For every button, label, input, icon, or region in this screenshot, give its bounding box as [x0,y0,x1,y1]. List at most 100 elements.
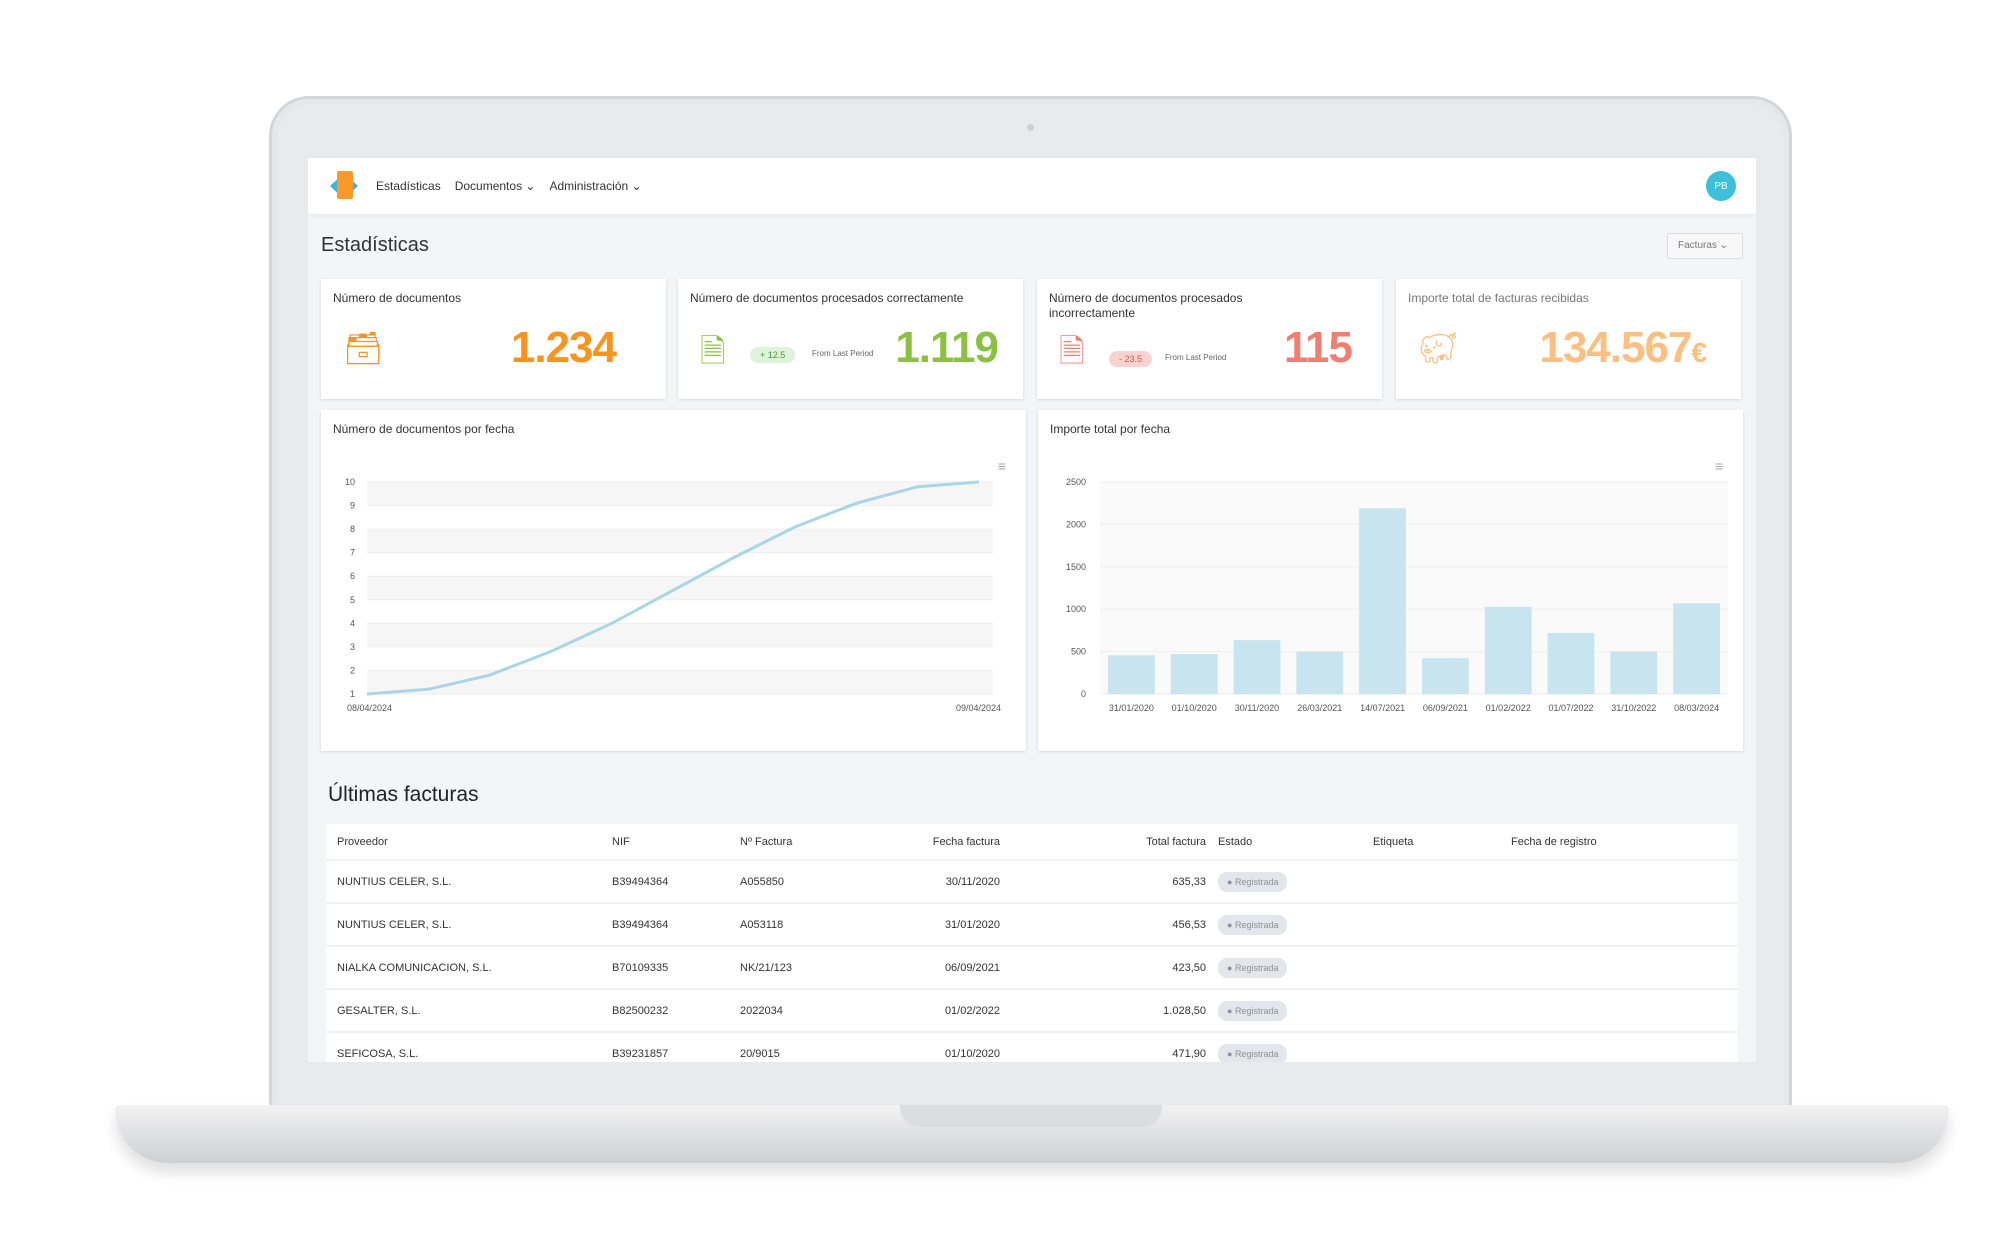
kpi-label: Importe total de facturas recibidas [1408,291,1589,305]
y-tick-label: 10 [345,477,355,487]
table-cell: 06/09/2021 [944,961,1000,974]
app-logo[interactable] [328,169,360,203]
col-header[interactable]: NIF [612,835,630,848]
status-badge: ● Registrada [1218,957,1288,978]
kpi-value: 134.567 [1539,323,1692,372]
status-badge: ● Registrada [1218,1043,1288,1062]
navbar: Estadísticas Documentos ⌄ Administración… [308,158,1756,214]
bar [1170,654,1218,694]
col-header[interactable]: Etiqueta [1373,835,1414,848]
bar [1673,603,1720,694]
invoices-table: Proveedor NIF Nº Factura Fecha factura T… [326,824,1738,1062]
camera [1027,124,1034,131]
nav-administracion[interactable]: Administración ⌄ [549,179,642,193]
table-cell: NIALKA COMUNICACION, S.L. [337,961,492,974]
document-type-select[interactable]: Facturas ⌄ [1667,233,1743,259]
table-row[interactable]: NUNTIUS CELER, S.L. B39494364 A055850 30/11… [326,861,1738,904]
status-dot-icon: ● [1227,1048,1235,1059]
col-header[interactable]: Estado [1218,835,1253,848]
delta-caption: From Last Period [812,349,874,358]
col-header[interactable]: Proveedor [337,835,388,848]
kpi-value: 115 [1284,323,1353,372]
table-cell: A055850 [740,875,785,888]
kpi-processed-error: Número de documentos procesados incorrec… [1037,279,1382,399]
table-cell: 635,33 [1172,875,1206,888]
y-tick-label: 2000 [1066,519,1086,529]
kpi-processed-ok: Número de documentos procesados correcta… [678,279,1023,399]
table-cell: 423,50 [1172,961,1206,974]
y-tick-label: 1000 [1066,604,1086,614]
table-cell: 1.028,50 [1163,1004,1206,1017]
table-row[interactable]: GESALTER, S.L. B82500232 2022034 01/02/2022… [326,990,1738,1033]
table-cell: 31/01/2020 [944,918,1000,931]
col-header[interactable]: Nº Factura [740,835,793,848]
laptop-notch [900,1105,1162,1127]
grid-band [367,623,993,647]
status-cell: ● Registrada [1218,1043,1373,1062]
nav-documentos[interactable]: Documentos ⌄ [454,179,536,193]
grid-band [367,670,993,694]
bar [1233,640,1281,694]
y-tick-label: 8 [350,524,355,534]
status-dot-icon: ● [1227,919,1235,930]
y-tick-label: 3 [350,642,355,652]
x-tick-label: 01/07/2022 [1548,703,1593,713]
bar [1359,508,1406,694]
table-row[interactable]: SEFICOSA, S.L. B39231857 20/9015 01/10/2020… [326,1033,1738,1062]
nav-estadisticas[interactable]: Estadísticas [376,179,441,193]
table-cell: 2022034 [740,1004,783,1017]
kpi-label: Número de documentos [333,291,462,305]
table-cell: 01/10/2020 [944,1047,1000,1060]
x-tick-label: 14/07/2021 [1360,703,1405,713]
bar [1484,606,1532,694]
x-tick-label: 09/04/2024 [956,703,1001,713]
chart-menu-icon[interactable]: ≡ [997,458,1006,474]
delta-caption: From Last Period [1165,353,1227,362]
status-label: Registrada [1234,919,1279,930]
table-header: Proveedor NIF Nº Factura Fecha factura T… [326,824,1738,861]
col-header[interactable]: Total factura [1146,835,1206,848]
x-tick-label: 01/10/2020 [1172,703,1217,713]
bar-chart: 0 500 1000 1500 2000 2500 31/01/2020 01/10/2020… [1066,477,1728,713]
bar [1547,632,1595,694]
col-header[interactable]: Fecha de registro [1511,835,1597,848]
kpi-label: Número de documentos procesados correcta… [690,291,964,305]
delta-badge: - 23.5 [1109,351,1153,367]
bar [1108,655,1155,694]
currency-symbol: € [1691,337,1707,368]
table-cell: B70109335 [612,961,669,974]
status-label: Registrada [1234,876,1279,887]
app-screen: Estadísticas Documentos ⌄ Administración… [308,158,1756,1062]
x-tick-label: 06/09/2021 [1423,703,1468,713]
table-cell: 456,53 [1172,918,1206,931]
x-tick-label: 26/03/2021 [1297,703,1342,713]
delta-badge: + 12.5 [750,347,796,363]
chart-title: Importe total por fecha [1050,422,1171,436]
avatar[interactable]: PB [1706,171,1736,201]
kpi-total-amount: Importe total de facturas recibidas 🐖︎ 1… [1396,279,1741,399]
status-badge: ● Registrada [1218,914,1288,935]
col-header[interactable]: Fecha factura [932,835,1000,848]
table-cell: GESALTER, S.L. [337,1004,421,1017]
section-title: Últimas facturas [328,783,479,806]
table-cell: A053118 [740,918,784,931]
x-tick-label: 08/04/2024 [347,703,392,713]
status-dot-icon: ● [1227,1005,1235,1016]
status-cell: ● Registrada [1218,914,1373,935]
grid-band [367,529,993,553]
chart-menu-icon[interactable]: ≡ [1714,458,1723,474]
page-title: Estadísticas [321,234,429,256]
series-line [366,480,980,696]
x-tick-label: 31/10/2022 [1611,703,1656,713]
y-tick-label: 9 [350,501,355,511]
y-tick-label: 0 [1081,689,1086,699]
table-row[interactable]: NIALKA COMUNICACION, S.L. B70109335 NK/21/… [326,947,1738,990]
kpi-value: 1.234 [510,323,617,372]
bar [1610,651,1658,694]
y-tick-label: 500 [1071,647,1086,657]
y-tick-label: 6 [350,571,355,581]
table-row[interactable]: NUNTIUS CELER, S.L. B39494364 A053118 31/01… [326,904,1738,947]
status-cell: ● Registrada [1218,871,1373,892]
y-tick-label: 1 [350,689,355,699]
table-cell: B39231857 [612,1047,669,1060]
